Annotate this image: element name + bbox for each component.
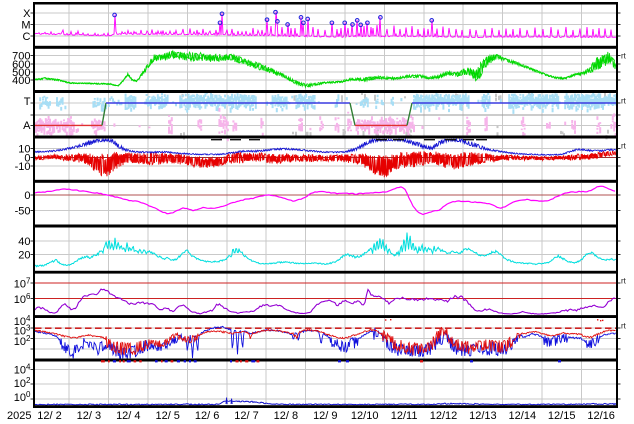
svg-text:10: 10 xyxy=(18,144,30,156)
svg-text:0: 0 xyxy=(24,190,30,202)
svg-text:X: X xyxy=(23,8,31,20)
svg-text:12/16: 12/16 xyxy=(587,410,615,422)
svg-text:-10: -10 xyxy=(15,161,31,173)
svg-text:40: 40 xyxy=(18,236,30,248)
svg-text:12/ 5: 12/ 5 xyxy=(155,410,179,422)
svg-text:12/14: 12/14 xyxy=(509,410,537,422)
svg-text:rt: rt xyxy=(621,97,627,106)
svg-text:12/15: 12/15 xyxy=(548,410,576,422)
svg-text:rt: rt xyxy=(621,277,627,286)
svg-text:12/ 4: 12/ 4 xyxy=(116,410,140,422)
svg-text:T: T xyxy=(24,96,31,108)
svg-text:M: M xyxy=(21,20,30,32)
svg-text:2025: 2025 xyxy=(7,410,31,422)
svg-text:0: 0 xyxy=(24,152,30,164)
svg-text:-50: -50 xyxy=(15,205,31,217)
svg-text:12/ 6: 12/ 6 xyxy=(195,410,219,422)
svg-text:20: 20 xyxy=(18,250,30,262)
svg-text:12/ 8: 12/ 8 xyxy=(274,410,298,422)
svg-text:C: C xyxy=(23,31,31,43)
svg-text:12/11: 12/11 xyxy=(391,410,418,422)
svg-text:A: A xyxy=(23,120,31,132)
svg-text:12/10: 12/10 xyxy=(351,410,379,422)
svg-text:400: 400 xyxy=(12,75,30,87)
svg-text:12/12: 12/12 xyxy=(430,410,458,422)
svg-text:12/ 3: 12/ 3 xyxy=(77,410,101,422)
svg-text:500: 500 xyxy=(12,67,30,79)
svg-text:12/13: 12/13 xyxy=(469,410,497,422)
svg-text:600: 600 xyxy=(12,59,30,71)
svg-text:12/ 9: 12/ 9 xyxy=(313,410,337,422)
svg-text:12/ 2: 12/ 2 xyxy=(37,410,61,422)
svg-text:rt: rt xyxy=(621,142,627,151)
svg-text:rt: rt xyxy=(621,322,627,331)
svg-text:12/ 7: 12/ 7 xyxy=(234,410,258,422)
svg-text:700: 700 xyxy=(12,51,30,63)
svg-text:rt: rt xyxy=(621,52,627,61)
